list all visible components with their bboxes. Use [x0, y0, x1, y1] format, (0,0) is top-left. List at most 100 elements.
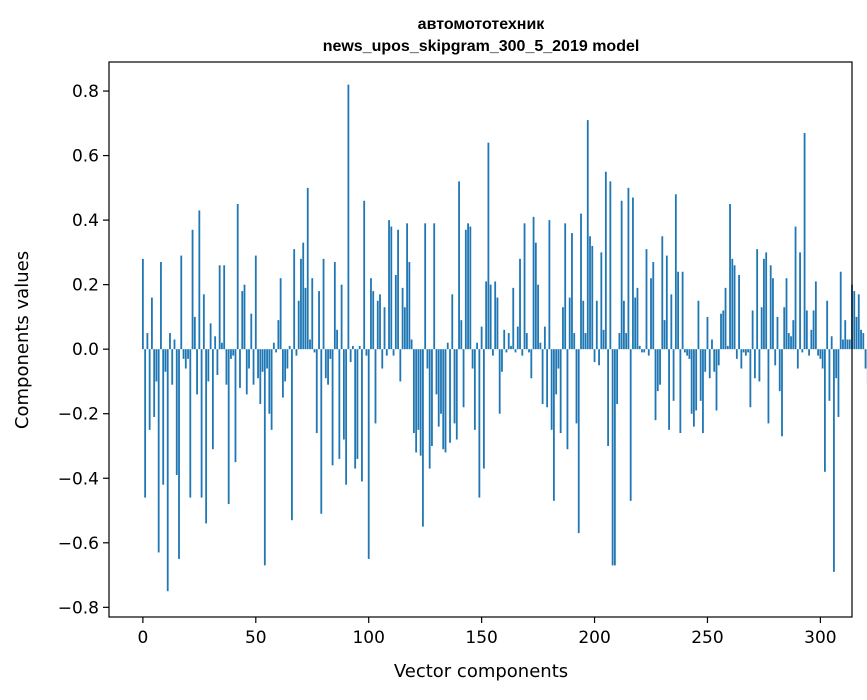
bar-48: [250, 314, 252, 349]
bar-21: [189, 349, 191, 497]
bar-144: [467, 223, 469, 349]
bar-89: [343, 349, 345, 439]
bar-268: [747, 349, 749, 352]
bar-215: [628, 188, 630, 349]
bar-276: [765, 252, 767, 349]
bar-159: [501, 349, 503, 372]
chart-title: автомототехник: [418, 16, 546, 33]
bar-226: [652, 262, 654, 349]
bar-128: [431, 349, 433, 446]
bar-17: [180, 256, 182, 350]
bar-129: [433, 223, 435, 349]
bar-70: [300, 259, 302, 349]
bar-20: [187, 349, 189, 359]
y-tick-label-0: −0.8: [58, 598, 99, 618]
bar-121: [415, 349, 417, 452]
bar-60: [277, 320, 279, 349]
bar-6: [156, 349, 158, 381]
chart-subtitle: news_upos_skipgram_300_5_2019 model: [323, 38, 640, 55]
bar-93: [352, 346, 354, 349]
bar-42: [237, 204, 239, 349]
bar-231: [664, 320, 666, 349]
bar-39: [230, 349, 232, 359]
bar-115: [402, 288, 404, 349]
bar-151: [483, 349, 485, 468]
bar-206: [607, 349, 609, 446]
bar-232: [666, 256, 668, 350]
bar-1: [144, 349, 146, 497]
bar-8: [160, 262, 162, 349]
bar-137: [451, 294, 453, 349]
bar-289: [795, 227, 797, 350]
bar-101: [370, 278, 372, 349]
bar-150: [481, 327, 483, 350]
bar-264: [738, 275, 740, 349]
bar-166: [517, 327, 519, 350]
bar-196: [585, 333, 587, 349]
bar-238: [679, 349, 681, 433]
bar-102: [372, 291, 374, 349]
bar-90: [345, 349, 347, 485]
bar-236: [675, 194, 677, 349]
bar-7: [158, 349, 160, 552]
bar-139: [456, 349, 458, 439]
bar-176: [539, 343, 541, 349]
bar-127: [429, 349, 431, 468]
bar-68: [296, 349, 298, 355]
bar-71: [302, 243, 304, 349]
bar-158: [499, 349, 501, 414]
bar-175: [537, 285, 539, 350]
bar-250: [707, 317, 709, 349]
bar-307: [835, 349, 837, 378]
bar-24: [196, 349, 198, 394]
bar-190: [571, 233, 573, 349]
y-tick-label-6: 0.4: [72, 211, 99, 231]
bar-315: [853, 291, 855, 349]
bar-199: [591, 246, 593, 349]
bar-46: [246, 349, 248, 394]
bar-5: [153, 349, 155, 417]
y-tick-label-1: −0.6: [58, 534, 99, 554]
bar-200: [594, 349, 596, 362]
x-tick-label-50: 50: [245, 628, 267, 648]
bar-28: [205, 349, 207, 523]
bar-77: [316, 349, 318, 433]
bar-225: [650, 278, 652, 349]
bar-118: [408, 262, 410, 349]
bar-197: [587, 120, 589, 349]
bar-18: [183, 349, 185, 359]
bar-270: [752, 310, 754, 349]
bar-157: [497, 298, 499, 350]
bar-229: [659, 349, 661, 384]
bar-262: [734, 265, 736, 349]
bar-124: [422, 349, 424, 526]
bar-105: [379, 294, 381, 349]
bar-135: [447, 343, 449, 349]
bar-2: [146, 333, 148, 349]
bar-66: [291, 349, 293, 520]
bar-23: [194, 317, 196, 349]
bar-213: [623, 301, 625, 349]
bar-205: [605, 172, 607, 349]
bar-241: [686, 349, 688, 355]
bar-92: [350, 349, 352, 362]
bar-153: [488, 143, 490, 350]
bar-114: [399, 349, 401, 381]
bar-33: [216, 349, 218, 375]
bar-221: [641, 349, 643, 352]
bar-15: [176, 349, 178, 475]
bar-142: [463, 349, 465, 407]
bar-19: [185, 349, 187, 368]
bar-219: [637, 288, 639, 349]
bar-170: [526, 333, 528, 349]
bar-62: [282, 349, 284, 397]
bar-171: [528, 349, 530, 352]
bar-117: [406, 223, 408, 349]
bar-218: [634, 298, 636, 350]
bar-32: [214, 336, 216, 349]
bar-222: [643, 349, 645, 352]
bar-108: [386, 349, 388, 355]
y-tick-label-3: −0.2: [58, 405, 99, 425]
bar-29: [207, 349, 209, 381]
